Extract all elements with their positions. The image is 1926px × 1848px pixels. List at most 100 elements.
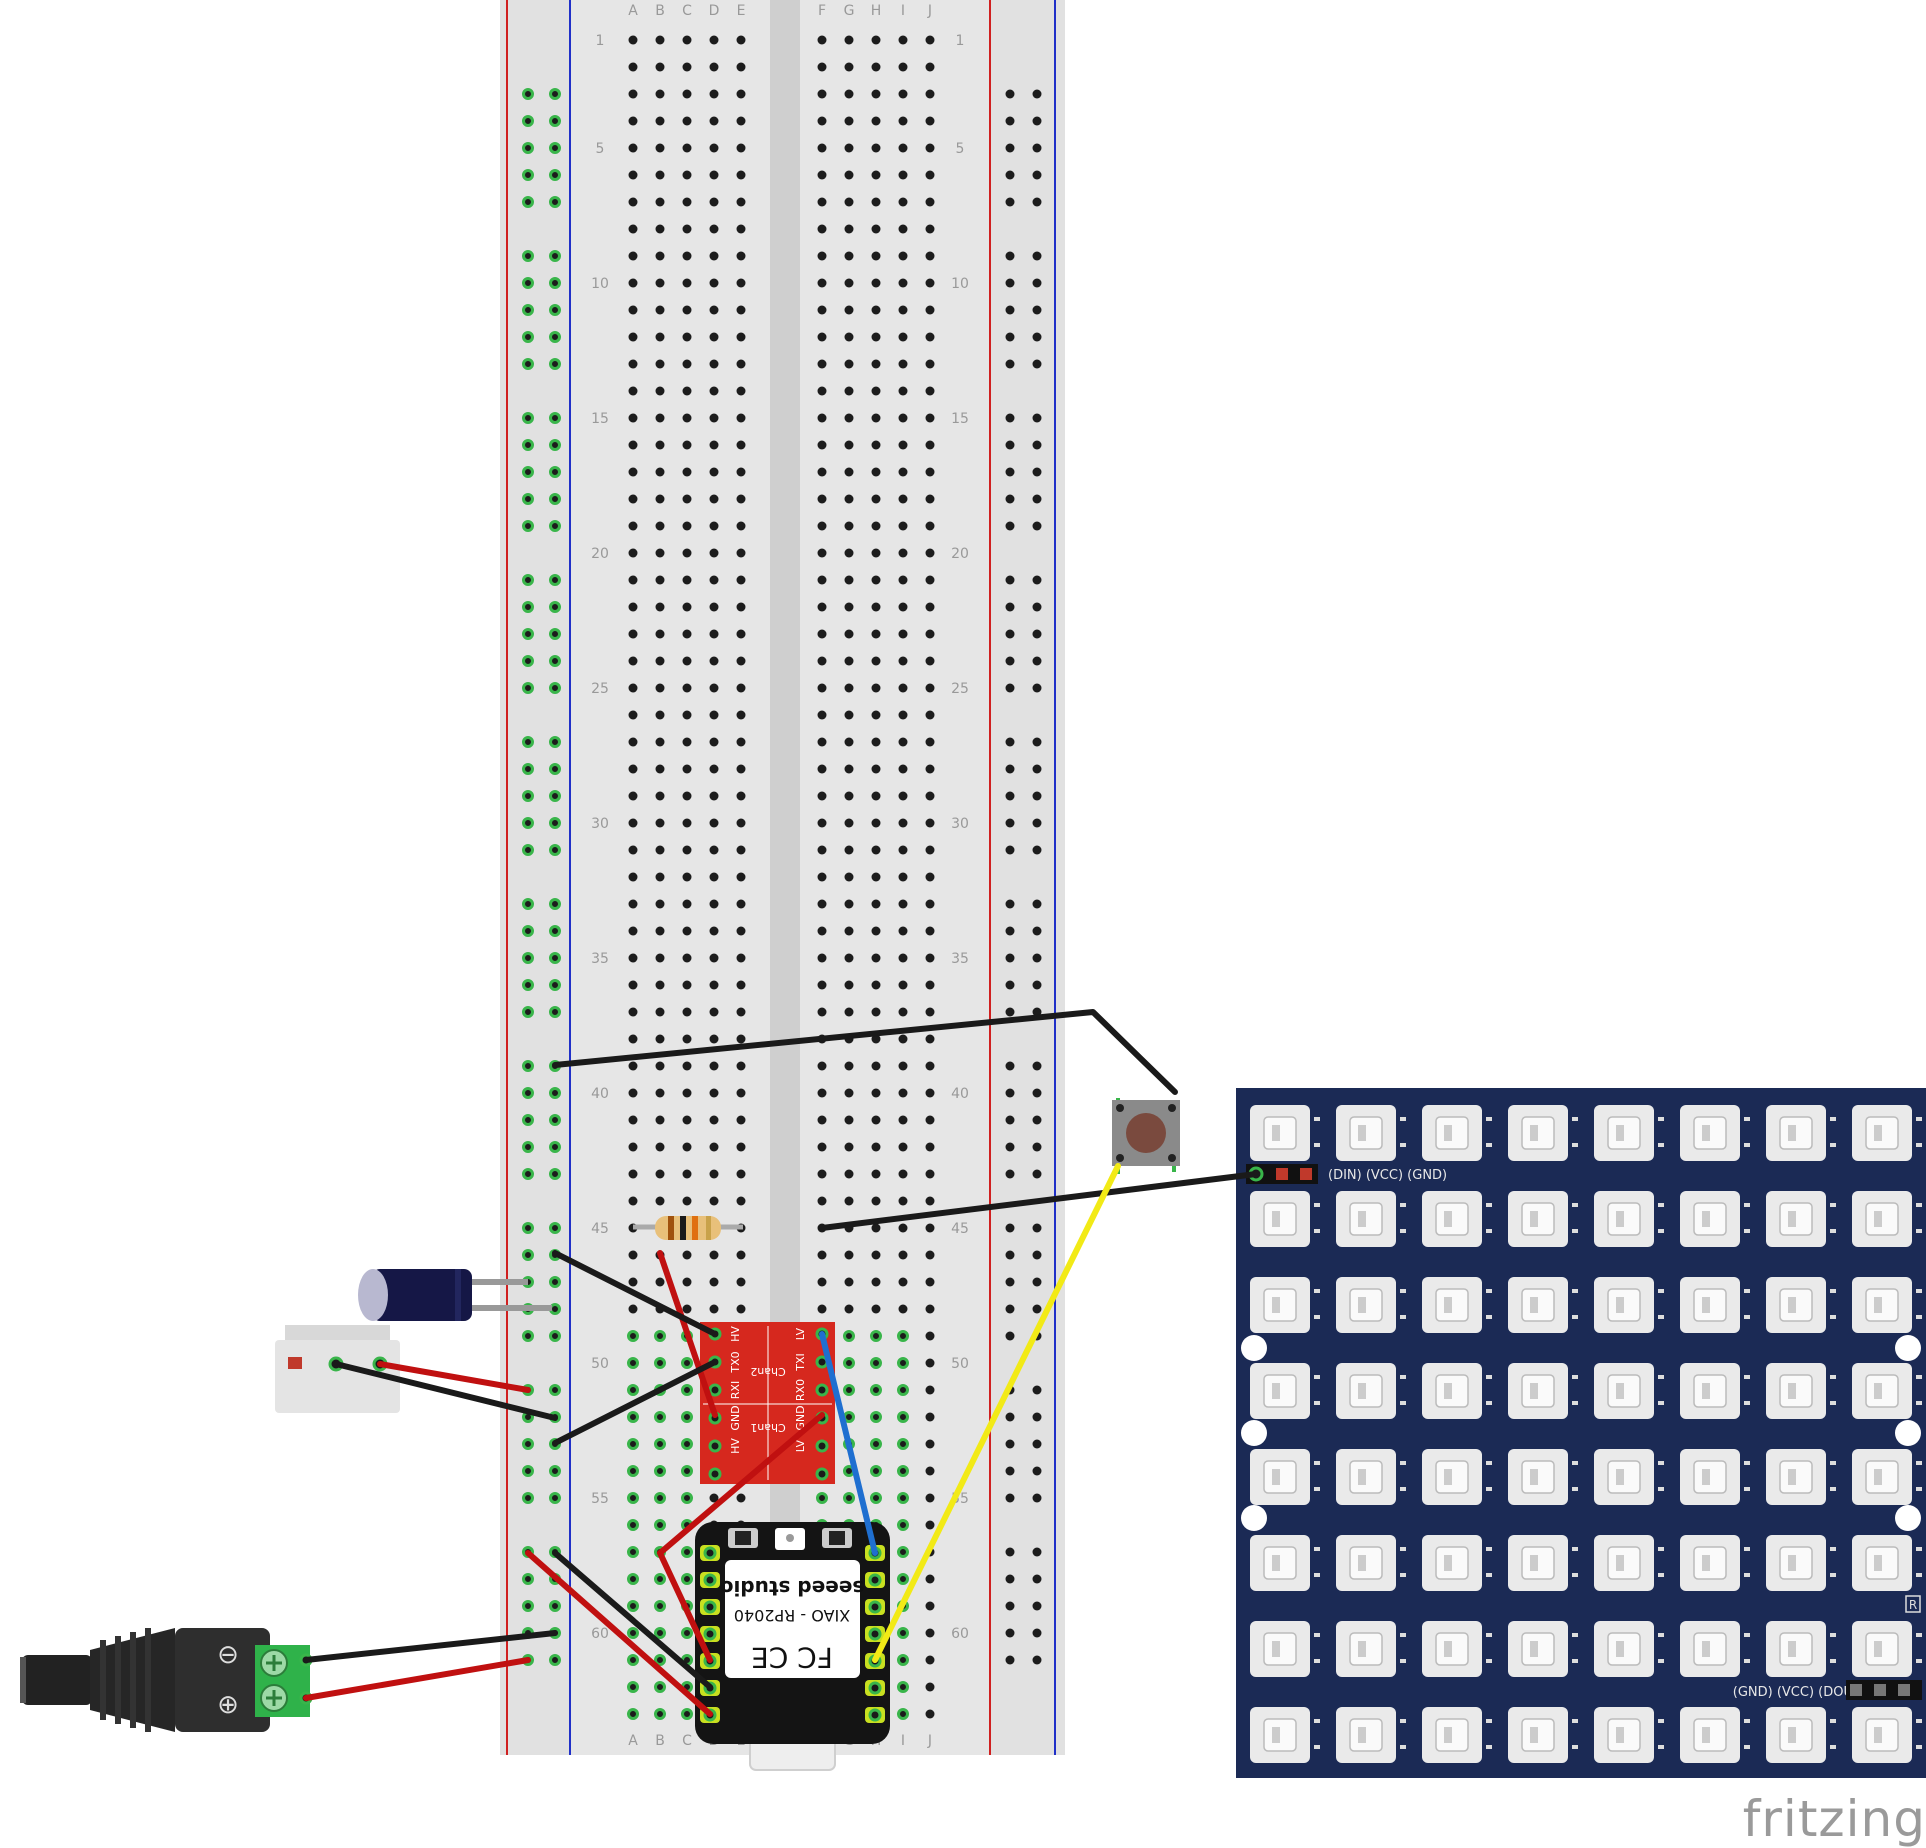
breadboard-hole [817,1277,827,1287]
breadboard-hole [817,764,827,774]
breadboard-hole [736,818,746,828]
breadboard-hole [709,386,719,396]
breadboard-hole [817,116,827,126]
breadboard-hole [628,737,638,747]
rail-hole [1005,791,1015,801]
row-number: 15 [951,411,969,427]
breadboard-hole [627,1519,639,1531]
breadboard-hole [628,1304,638,1314]
breadboard-hole [871,1115,881,1125]
breadboard-hole [628,629,638,639]
rail-hole [1032,656,1042,666]
breadboard-hole [709,197,719,207]
breadboard-hole [925,764,935,774]
breadboard-hole [844,278,854,288]
breadboard-hole [925,1493,935,1503]
breadboard-hole [736,1007,746,1017]
breadboard-hole [925,521,935,531]
breadboard-hole [736,386,746,396]
breadboard-hole [709,1061,719,1071]
breadboard-hole [898,467,908,477]
breadboard-hole [736,1142,746,1152]
breadboard-hole [844,494,854,504]
breadboard-hole [871,170,881,180]
breadboard-hole [871,332,881,342]
rail-hole [1005,467,1015,477]
breadboard-hole [654,1465,666,1477]
rail-hole [522,925,534,937]
breadboard-hole [817,602,827,612]
breadboard-hole [817,359,827,369]
breadboard-hole [871,1007,881,1017]
breadboard-hole [655,629,665,639]
rail-hole [522,1249,534,1261]
rail-hole [1005,494,1015,504]
wire-blue-shifter-to-xiao [819,1331,878,1556]
rail-hole [1005,980,1015,990]
breadboard-hole [682,278,692,288]
rail-hole [1005,1412,1015,1422]
breadboard-hole [628,818,638,828]
rail-hole [1005,818,1015,828]
breadboard-hole [736,1196,746,1206]
breadboard-hole [682,791,692,801]
breadboard-hole [736,1304,746,1314]
breadboard-hole [897,1627,909,1639]
fritzing-logo: fritzing [1743,1790,1926,1848]
breadboard-hole [682,683,692,693]
breadboard-hole [871,629,881,639]
breadboard-hole [871,1061,881,1071]
breadboard-hole [817,710,827,720]
breadboard-hole [817,305,827,315]
rail-hole [522,898,534,910]
breadboard-hole [628,1007,638,1017]
breadboard-hole [871,1250,881,1260]
rail-hole [522,412,534,424]
breadboard-hole [655,386,665,396]
breadboard-hole [655,413,665,423]
breadboard-hole [870,1384,882,1396]
wires [303,1009,1259,1717]
rail-hole [1005,899,1015,909]
breadboard-hole [871,197,881,207]
breadboard-hole [925,899,935,909]
xiao-pin [868,1573,882,1587]
breadboard-hole [871,1142,881,1152]
breadboard-hole [709,629,719,639]
breadboard-hole [736,1277,746,1287]
breadboard-hole [628,1115,638,1125]
column-letter: A [628,3,638,19]
breadboard-hole [709,224,719,234]
breadboard-hole [682,35,692,45]
rail-hole [549,1492,561,1504]
breadboard-hole [627,1573,639,1585]
breadboard-hole [871,764,881,774]
rail-hole [1005,89,1015,99]
rail-hole [1032,305,1042,315]
breadboard-hole [709,251,719,261]
wire-red-resistor-to-shifter [657,1250,718,1418]
breadboard-hole [844,683,854,693]
rail-hole [549,736,561,748]
breadboard-hole [654,1357,666,1369]
rail-hole [549,466,561,478]
matrix-input-label: (DIN) (VCC) (GND) [1328,1168,1447,1183]
rail-hole [1032,764,1042,774]
breadboard-hole [682,1115,692,1125]
breadboard-hole [898,791,908,801]
breadboard-hole [709,602,719,612]
breadboard-hole [655,1061,665,1071]
rail-hole [1005,629,1015,639]
rail-hole [1005,1601,1015,1611]
breadboard-hole [844,305,854,315]
breadboard-hole [681,1546,693,1558]
breadboard-hole [817,953,827,963]
rail-hole [1032,1574,1042,1584]
rail-hole [522,1114,534,1126]
breadboard-center-channel [770,0,800,1755]
rail-hole [1005,1547,1015,1557]
rail-hole [1032,1466,1042,1476]
breadboard-hole [709,467,719,477]
rail-hole [522,574,534,586]
